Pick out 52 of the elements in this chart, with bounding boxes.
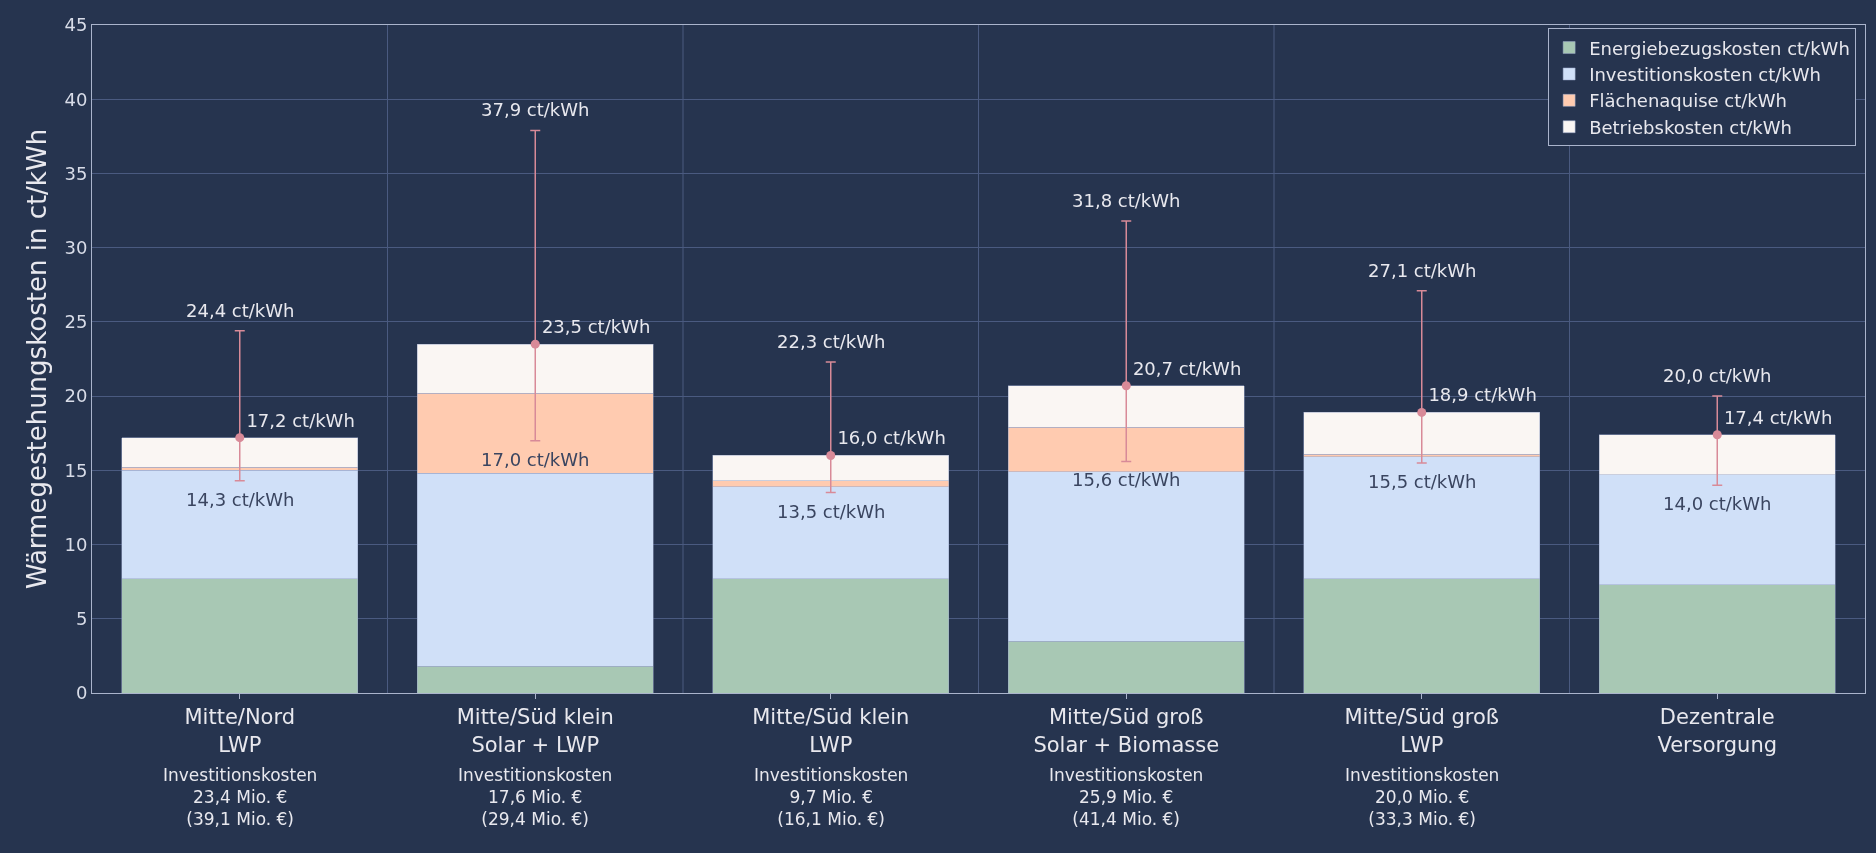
point [826, 450, 836, 460]
x-tick-label: Mitte/Süd groß Solar + Biomasse [1033, 705, 1220, 757]
annotation: 17,0 ct/kWh [481, 449, 590, 470]
x-tick-label: Dezentrale Versorgung [1657, 705, 1778, 757]
annotation: 14,3 ct/kWh [186, 489, 295, 510]
annotation: 20,0 ct/kWh [1663, 365, 1772, 386]
point [1712, 430, 1722, 440]
y-tick-label: 40 [64, 88, 88, 110]
legend-label: Betriebskosten ct/kWh [1589, 116, 1792, 138]
y-axis-title: Wärmegestehungskosten in ct/kWh [21, 128, 52, 590]
annotation: 14,0 ct/kWh [1663, 493, 1772, 514]
legend-label: Investitionskosten ct/kWh [1589, 63, 1821, 85]
y-tick-label: 20 [64, 385, 88, 407]
annotation: 37,9 ct/kWh [481, 99, 590, 120]
data-label: 17,2 ct/kWh [246, 409, 355, 431]
y-tick-label: 35 [64, 162, 88, 184]
text: Investitionskosten 20,0 Mio. € (33,3 Mio. €) [1345, 765, 1500, 830]
point [1121, 381, 1131, 391]
y-tick-label: 45 [64, 14, 88, 36]
point [530, 339, 540, 349]
y-tick-label: 0 [75, 682, 88, 704]
annotation: 31,8 ct/kWh [1072, 190, 1181, 211]
text: Investitionskosten 17,6 Mio. € (29,4 Mio. €) [458, 765, 613, 830]
x-tick-label: Mitte/Süd klein Solar + LWP [456, 705, 614, 757]
annotation: 15,6 ct/kWh [1072, 469, 1181, 490]
data-label: 17,4 ct/kWh [1723, 406, 1833, 428]
point [235, 433, 245, 443]
annotation: 13,5 ct/kWh [777, 501, 886, 522]
annotation: 24,4 ct/kWh [186, 300, 295, 321]
y-tick-label: 5 [75, 608, 88, 630]
data-label: 16,0 ct/kWh [837, 427, 946, 449]
bar [1303, 412, 1541, 455]
y-tick-label: 25 [64, 311, 88, 333]
x-tick-label: Mitte/Nord LWP [184, 705, 296, 757]
point [1417, 407, 1427, 417]
x-tick-label: Mitte/Süd klein LWP [752, 705, 910, 757]
legend-label: Flächenaquise ct/kWh [1589, 90, 1787, 112]
data-label: 18,9 ct/kWh [1428, 384, 1537, 406]
data-label: 23,5 ct/kWh [541, 316, 651, 338]
bar [121, 437, 359, 468]
x-tick-label: Mitte/Süd groß LWP [1344, 705, 1500, 757]
legend-label: Energiebezugskosten ct/kWh [1589, 37, 1850, 59]
y-tick-label: 10 [64, 533, 88, 555]
text: Investitionskosten 25,9 Mio. € (41,4 Mio. €) [1049, 765, 1204, 830]
data-label: 20,7 ct/kWh [1132, 357, 1242, 379]
y-tick-label: 30 [64, 236, 88, 258]
text: Investitionskosten 9,7 Mio. € (16,1 Mio. €) [754, 765, 909, 830]
annotation: 22,3 ct/kWh [777, 331, 886, 352]
annotation: 27,1 ct/kWh [1368, 260, 1477, 281]
annotation: 15,5 ct/kWh [1368, 471, 1477, 492]
y-tick-label: 15 [64, 459, 88, 481]
text: Investitionskosten 23,4 Mio. € (39,1 Mio. €) [163, 765, 318, 830]
